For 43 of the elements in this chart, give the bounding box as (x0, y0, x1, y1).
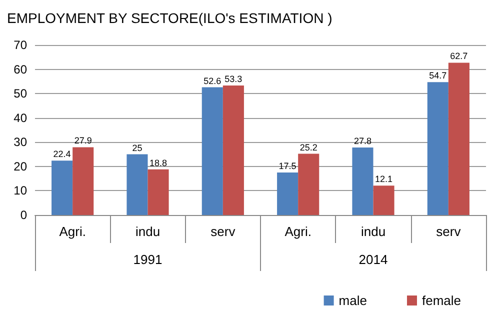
y-tick-label: 20 (14, 159, 28, 174)
y-tick-label: 60 (14, 62, 28, 76)
data-label: 52.6 (204, 76, 222, 86)
x-tick-label: serv (210, 224, 236, 239)
y-tick-label: 30 (14, 135, 28, 150)
y-tick-label: 10 (14, 184, 28, 198)
bar (202, 87, 223, 215)
x-tick-label: Agri. (284, 224, 312, 239)
data-label: 54.7 (429, 70, 447, 81)
data-label: 27.8 (354, 136, 372, 146)
data-label: 17.5 (278, 161, 296, 171)
y-tick-label: 70 (14, 38, 28, 52)
bar (352, 147, 374, 215)
bar (222, 86, 244, 215)
legend-label: male (338, 293, 367, 308)
data-label: 25.2 (300, 142, 318, 152)
bar (277, 172, 298, 215)
bar (448, 62, 470, 215)
y-tick-label: 50 (14, 86, 28, 101)
bar (52, 160, 73, 215)
legend-label: female (422, 293, 462, 308)
bar (126, 154, 148, 215)
text: 2014 (358, 252, 388, 267)
data-label: 18.8 (150, 158, 168, 168)
x-tick-label: indu (135, 224, 160, 239)
data-label: 25 (132, 142, 142, 153)
bar (373, 186, 394, 215)
y-tick-label: 0 (20, 208, 28, 222)
data-label: 22.4 (53, 149, 71, 160)
bar (427, 82, 448, 215)
bar (72, 147, 94, 215)
x-tick-label: Agri. (59, 224, 86, 239)
x-tick-label: indu (360, 224, 386, 239)
data-label: 53.3 (224, 74, 242, 84)
x-tick-label: serv (436, 224, 462, 239)
data-label: 12.1 (375, 174, 393, 184)
y-tick-label: 40 (14, 110, 28, 125)
chart-title: EMPLOYMENT BY SECTORE(ILO's ESTIMATION ) (7, 10, 332, 26)
data-label: 62.7 (450, 51, 468, 62)
bar (148, 169, 169, 215)
data-label: 27.9 (74, 136, 92, 146)
text: 1991 (133, 252, 162, 267)
bar (298, 154, 320, 215)
